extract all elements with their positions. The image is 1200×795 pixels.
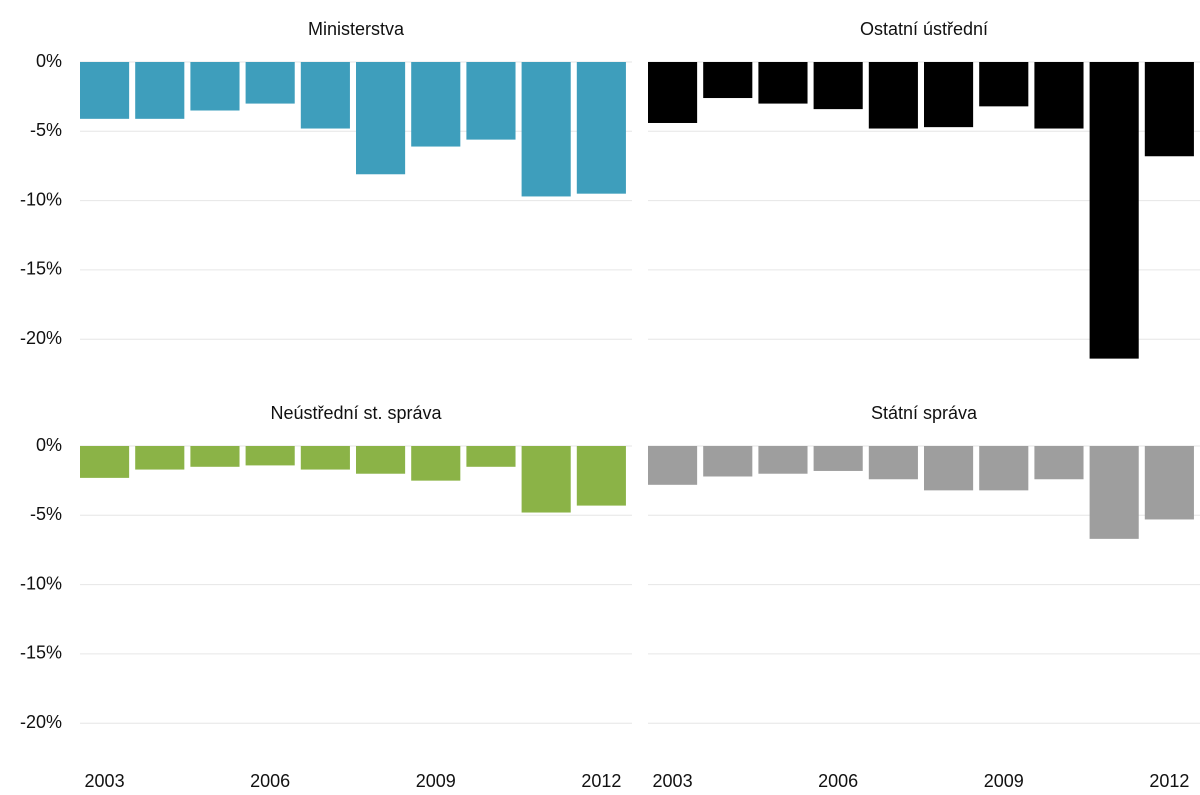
bar: [190, 62, 240, 111]
bar: [648, 62, 698, 123]
bar: [411, 446, 461, 481]
bar: [1034, 446, 1084, 480]
bar: [190, 446, 240, 467]
panel-title: Ostatní ústřední: [860, 19, 988, 39]
x-tick-label: 2003: [85, 771, 125, 791]
bar: [1144, 62, 1194, 157]
y-tick-label: -15%: [20, 259, 62, 279]
bar: [521, 62, 571, 197]
bar: [135, 446, 185, 470]
bar: [1144, 446, 1194, 520]
bar: [300, 62, 350, 129]
bar: [703, 62, 753, 99]
bar: [924, 446, 974, 491]
x-tick-label: 2012: [1149, 771, 1189, 791]
bar: [411, 62, 461, 147]
y-tick-label: -20%: [20, 328, 62, 348]
y-tick-label: -5%: [30, 504, 62, 524]
x-tick-label: 2012: [581, 771, 621, 791]
bar: [1034, 62, 1084, 129]
y-tick-label: 0%: [36, 51, 62, 71]
panel-title: Ministerstva: [308, 19, 405, 39]
bar: [80, 62, 130, 119]
panel-title: Státní správa: [871, 403, 978, 423]
bar: [245, 62, 295, 104]
bar: [135, 62, 185, 119]
bar: [300, 446, 350, 470]
bar: [979, 62, 1029, 107]
bar: [576, 446, 626, 506]
bar: [813, 62, 863, 110]
bar: [703, 446, 753, 477]
y-tick-label: 0%: [36, 435, 62, 455]
y-tick-label: -20%: [20, 712, 62, 732]
bar: [521, 446, 571, 513]
bar: [813, 446, 863, 471]
bar: [868, 446, 918, 480]
panel-title: Neústřední st. správa: [270, 403, 442, 423]
bar: [356, 62, 406, 175]
bar: [1089, 62, 1139, 359]
bar: [80, 446, 130, 478]
bar: [648, 446, 698, 485]
bar: [466, 446, 516, 467]
x-tick-label: 2003: [653, 771, 693, 791]
x-tick-label: 2006: [250, 771, 290, 791]
bar: [1089, 446, 1139, 539]
bar: [466, 62, 516, 140]
bar: [758, 62, 808, 104]
y-tick-label: -10%: [20, 189, 62, 209]
bar: [576, 62, 626, 194]
y-tick-label: -10%: [20, 573, 62, 593]
bar: [356, 446, 406, 474]
x-tick-label: 2009: [416, 771, 456, 791]
bar: [868, 62, 918, 129]
bar: [924, 62, 974, 128]
bar: [979, 446, 1029, 491]
bar: [758, 446, 808, 474]
x-tick-label: 2006: [818, 771, 858, 791]
y-tick-label: -5%: [30, 120, 62, 140]
bar: [245, 446, 295, 466]
y-tick-label: -15%: [20, 643, 62, 663]
x-tick-label: 2009: [984, 771, 1024, 791]
